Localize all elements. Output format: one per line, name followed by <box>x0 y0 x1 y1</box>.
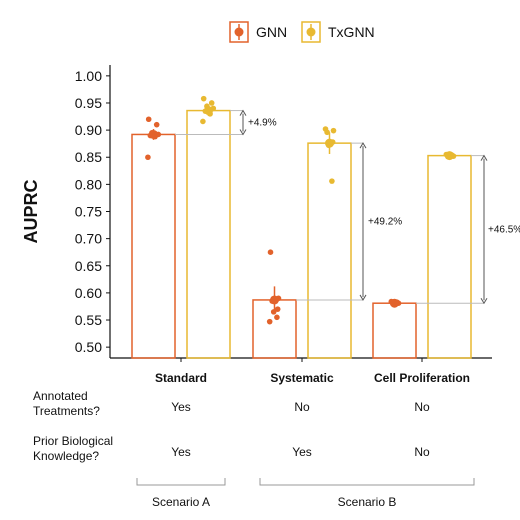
data-point <box>200 118 206 125</box>
data-point <box>329 178 335 184</box>
y-tick-label: 0.90 <box>75 122 102 138</box>
data-point <box>330 127 337 134</box>
mean-point <box>325 138 334 148</box>
data-point <box>145 116 152 123</box>
legend-swatch-txgnn <box>301 21 321 43</box>
annotations: +4.9% +49.2% +46.5% <box>175 109 520 305</box>
y-tick-label: 0.85 <box>75 149 102 165</box>
improvement-label: +4.9% <box>248 118 277 129</box>
axes: AUPRC 0.50 0.55 0.60 0.65 0.70 0.75 0.80 0.85 0.9… <box>21 65 492 385</box>
data-point <box>324 129 330 136</box>
scenario-b-label: Scenario B <box>338 495 397 509</box>
bars <box>131 95 472 359</box>
row-label: Annotated <box>33 389 88 403</box>
legend-marker <box>234 27 244 37</box>
y-axis-label: AUPRC <box>21 179 41 243</box>
y-tick-label: 0.70 <box>75 231 102 247</box>
bar-gnn-2 <box>372 302 417 359</box>
data-point <box>200 95 207 102</box>
arrow-head-bottom <box>359 294 367 301</box>
legend: GNN TxGNN <box>229 21 375 43</box>
x-tick-label: Systematic <box>270 371 334 385</box>
data-point <box>153 121 160 128</box>
data-point <box>266 318 273 325</box>
bar-txgnn-0 <box>186 109 231 359</box>
row-value: Yes <box>171 400 191 414</box>
data-point <box>270 309 277 315</box>
arrow-head-top <box>480 154 488 161</box>
data-point <box>274 314 280 321</box>
improvement-label: +46.5% <box>488 224 520 235</box>
row-value: No <box>414 445 430 459</box>
y-tick-label: 0.65 <box>75 258 102 274</box>
mean-point <box>445 151 454 161</box>
row-value: No <box>414 400 430 414</box>
bar-txgnn-2 <box>427 154 472 359</box>
improvement-label: +49.2% <box>368 217 402 228</box>
row-label: Treatments? <box>33 404 100 418</box>
arrow-head-top <box>239 109 247 116</box>
row-value: No <box>294 400 310 414</box>
y-tick-label: 0.60 <box>75 285 102 301</box>
row-label: Knowledge? <box>33 449 99 463</box>
data-point <box>145 154 151 161</box>
arrow-head-top <box>359 142 367 149</box>
legend-marker <box>306 27 316 37</box>
y-tick-label: 0.55 <box>75 312 102 328</box>
scenario-b-bracket <box>259 478 475 486</box>
mean-point <box>149 129 158 139</box>
data-point <box>274 306 281 312</box>
row-value: Yes <box>292 445 312 459</box>
mean-point <box>270 295 279 305</box>
mean-point <box>204 106 213 116</box>
y-tick-label: 0.95 <box>75 95 102 111</box>
data-point <box>267 249 274 255</box>
scenario-a-label: Scenario A <box>152 495 210 509</box>
legend-swatch-gnn <box>229 21 249 43</box>
bar-txgnn-1 <box>307 142 352 359</box>
y-tick-label: 0.50 <box>75 339 102 355</box>
mean-point <box>390 298 399 308</box>
x-tick-label: Cell Proliferation <box>374 371 470 385</box>
arrow-head-bottom <box>480 297 488 305</box>
legend-label: GNN <box>256 24 287 40</box>
bar-gnn-0 <box>131 133 176 359</box>
arrow-head-bottom <box>239 129 247 136</box>
data-point <box>208 100 215 106</box>
row-value: Yes <box>171 445 191 459</box>
y-tick-label: 0.75 <box>75 204 102 220</box>
scenario-a-bracket <box>136 478 226 486</box>
legend-label: TxGNN <box>328 24 375 40</box>
x-tick-label: Standard <box>155 371 207 385</box>
row-label: Prior Biological <box>33 434 113 448</box>
y-tick-label: 0.80 <box>75 176 102 192</box>
y-tick-label: 1.00 <box>75 68 102 84</box>
